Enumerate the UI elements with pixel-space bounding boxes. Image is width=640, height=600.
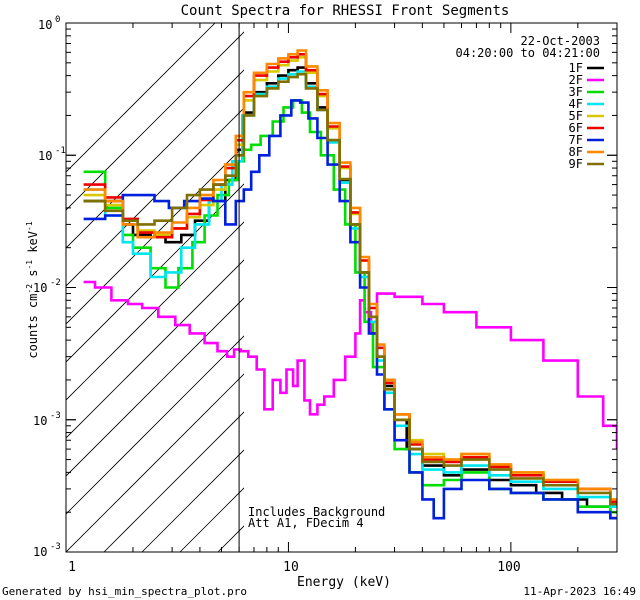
y-tick-label-0.001-exp: -3 xyxy=(50,542,61,552)
x-axis-label: Energy (keV) xyxy=(297,575,391,590)
hatch-line xyxy=(66,373,244,552)
chart-title: Count Spectra for RHESSI Front Segments xyxy=(181,3,510,19)
observation-date: 22-Oct-2003 xyxy=(521,34,600,48)
y-tick-label-0.1-exp: -2 xyxy=(50,278,61,288)
hatch-line xyxy=(66,23,216,173)
hatch-line xyxy=(66,145,244,325)
legend-label-5F: 5F xyxy=(569,109,583,123)
axis-ticks xyxy=(65,22,618,553)
y-tick-label-1-exp: -1 xyxy=(55,146,66,156)
x-tick-label-1: 1 xyxy=(68,560,76,575)
series-1F xyxy=(83,66,617,520)
hatch-line xyxy=(66,107,244,287)
y-tick-label-0.001-base: 10 xyxy=(33,545,47,559)
legend-label-6F: 6F xyxy=(569,121,583,135)
y-tick-label-10-base: 10 xyxy=(38,18,52,32)
legend-label-4F: 4F xyxy=(569,97,583,111)
series-2F xyxy=(83,280,617,450)
hatch-line xyxy=(66,31,244,211)
hatch-line xyxy=(66,183,244,363)
hatch-line xyxy=(141,449,244,552)
series-8F xyxy=(83,49,617,501)
hatch-line xyxy=(66,297,244,477)
footer-timestamp: 11-Apr-2023 16:49 xyxy=(523,585,636,598)
x-tick-label-10: 10 xyxy=(283,560,299,575)
legend-label-3F: 3F xyxy=(569,85,583,99)
hatch-line xyxy=(103,411,244,552)
series-5F xyxy=(83,56,617,501)
legend-label-7F: 7F xyxy=(569,133,583,147)
y-tick-label-0.1-base: 10 xyxy=(33,281,47,295)
attenuator-hatch-region xyxy=(66,0,640,552)
hatch-line xyxy=(598,0,640,552)
series-4F xyxy=(83,70,617,508)
observation-time-range: 04:20:00 to 04:21:00 xyxy=(456,46,601,60)
footer-generated-by: Generated by hsi_min_spectra_plot.pro xyxy=(2,585,247,598)
hatch-line xyxy=(66,221,244,401)
legend-label-1F: 1F xyxy=(569,61,583,75)
y-tick-label-10-exp: 0 xyxy=(55,15,60,25)
annotation-attenuator: Att A1, FDecim 4 xyxy=(248,516,364,530)
y-tick-label-0.01-exp: -3 xyxy=(50,411,61,421)
x-tick-label-100: 100 xyxy=(497,560,520,575)
legend-label-9F: 9F xyxy=(569,157,583,171)
hatch-line xyxy=(636,0,640,552)
annotation-background: Includes Background xyxy=(248,505,385,519)
legend-label-8F: 8F xyxy=(569,145,583,159)
y-tick-label-0.01-base: 10 xyxy=(33,414,47,428)
legend-label-2F: 2F xyxy=(569,73,583,87)
y-axis-label: counts cm-2 s-1 keV-1 xyxy=(25,221,40,358)
hatch-line xyxy=(66,335,244,515)
series-9F xyxy=(83,72,617,506)
y-tick-label-1-base: 10 xyxy=(38,149,52,163)
